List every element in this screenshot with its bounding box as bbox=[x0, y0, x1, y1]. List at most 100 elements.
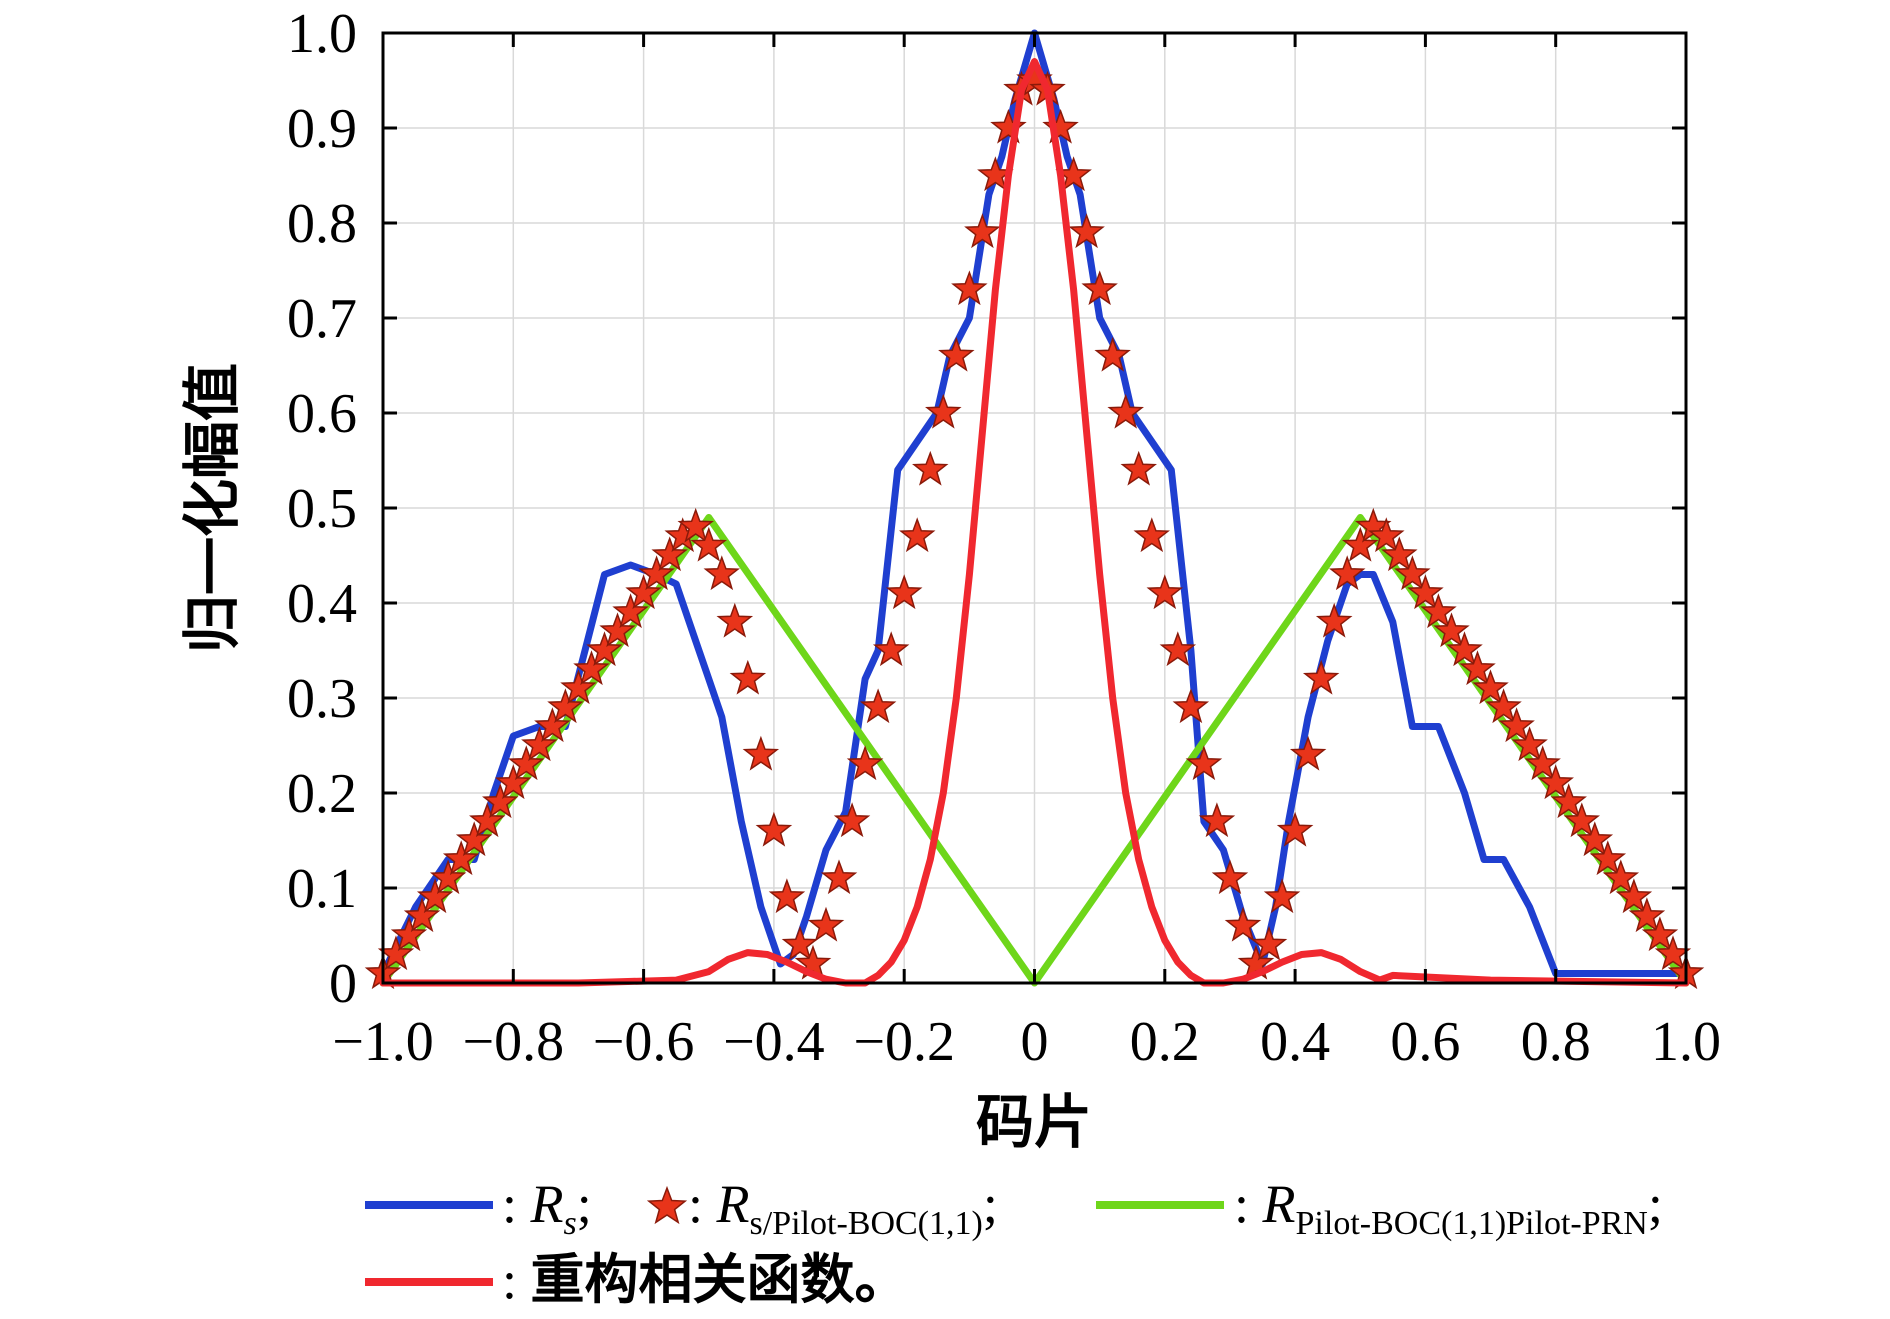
star-marker bbox=[1628, 897, 1666, 933]
star-marker bbox=[1250, 925, 1288, 961]
star-marker bbox=[912, 450, 949, 486]
legend-rs-pilot-sub: s/Pilot-BOC(1,1) bbox=[750, 1205, 983, 1242]
legend-label-reconstructed: : 重构相关函数。 bbox=[502, 1248, 909, 1311]
star-marker bbox=[1394, 555, 1431, 591]
star-marker bbox=[951, 270, 988, 306]
x-tick-label: 0.8 bbox=[1521, 1011, 1591, 1073]
star-marker bbox=[1120, 450, 1157, 486]
legend-swatch-star bbox=[646, 1185, 688, 1225]
star-marker bbox=[742, 735, 780, 771]
star-marker bbox=[495, 764, 532, 800]
legend-label-rs: : Rs; bbox=[502, 1174, 592, 1242]
star-marker bbox=[872, 631, 910, 667]
star-marker bbox=[859, 688, 897, 724]
star-marker bbox=[990, 108, 1027, 144]
star-marker bbox=[429, 859, 467, 895]
y-tick-label: 0.9 bbox=[287, 98, 357, 160]
star-marker bbox=[625, 574, 662, 610]
star-marker bbox=[755, 811, 793, 847]
star-marker bbox=[1615, 878, 1653, 914]
legend-rs-sub: s bbox=[564, 1205, 577, 1242]
star-marker bbox=[729, 659, 767, 695]
x-tick-label: 0.6 bbox=[1390, 1011, 1460, 1073]
star-marker bbox=[1498, 707, 1535, 743]
star-marker bbox=[1459, 650, 1496, 686]
star-marker bbox=[1589, 840, 1627, 876]
star-marker bbox=[807, 906, 845, 942]
star-marker bbox=[1329, 555, 1366, 591]
star-marker bbox=[964, 213, 1001, 249]
star-marker bbox=[1185, 745, 1223, 781]
star-marker bbox=[455, 821, 493, 857]
star-marker bbox=[1211, 859, 1249, 895]
star-marker bbox=[1302, 659, 1340, 695]
y-tick-label: 0.6 bbox=[287, 383, 357, 445]
star-marker bbox=[1511, 726, 1548, 762]
legend-prn-sub: Pilot-BOC(1,1)Pilot-PRN bbox=[1296, 1205, 1648, 1242]
star-marker bbox=[1368, 517, 1405, 553]
star-marker bbox=[1276, 811, 1314, 847]
star-marker bbox=[1146, 574, 1184, 610]
y-tick-label: 0.7 bbox=[287, 288, 357, 350]
star-marker bbox=[690, 526, 727, 562]
star-marker bbox=[442, 840, 480, 876]
y-tick-label: 0.2 bbox=[287, 763, 357, 825]
star-marker bbox=[416, 878, 454, 914]
x-tick-labels: −1.0 −0.8 −0.6 −0.4 −0.2 0 0.2 0.4 0.6 0.8 1.0 bbox=[332, 1011, 1721, 1073]
star-marker bbox=[390, 916, 428, 952]
star-marker bbox=[482, 783, 519, 819]
x-tick-label: 1.0 bbox=[1651, 1011, 1721, 1073]
star-marker bbox=[1172, 688, 1210, 724]
star-marker bbox=[573, 650, 610, 686]
x-tick-label: 0.2 bbox=[1130, 1011, 1200, 1073]
star-marker bbox=[1342, 526, 1379, 562]
y-tick-label: 0 bbox=[329, 953, 357, 1015]
legend-star-marker bbox=[646, 1185, 688, 1225]
legend-rs-main: R bbox=[530, 1174, 564, 1234]
star-marker bbox=[599, 612, 636, 648]
star-marker bbox=[833, 802, 871, 838]
y-tick-labels: 0 0.1 0.2 0.3 0.4 0.5 0.6 0.7 0.8 0.9 1.0 bbox=[287, 3, 357, 1015]
y-tick-label: 1.0 bbox=[287, 3, 357, 65]
star-marker bbox=[716, 602, 754, 638]
legend-rs-pilot-main: R bbox=[716, 1174, 750, 1234]
star-marker bbox=[1315, 602, 1353, 638]
y-tick-label: 0.5 bbox=[287, 478, 357, 540]
star-marker bbox=[885, 574, 923, 610]
star-marker bbox=[938, 336, 975, 372]
x-axis-title: 码片 bbox=[976, 1088, 1092, 1156]
star-marker bbox=[1641, 916, 1679, 952]
star-marker bbox=[677, 507, 714, 543]
star-marker bbox=[1602, 859, 1640, 895]
legend-rs-pilot-suffix: ; bbox=[983, 1174, 998, 1234]
star-marker bbox=[508, 745, 545, 781]
x-tick-label: 0 bbox=[1021, 1011, 1049, 1073]
star-marker bbox=[820, 859, 858, 895]
star-marker bbox=[1576, 821, 1614, 857]
star-marker bbox=[1550, 783, 1587, 819]
star-marker bbox=[1407, 574, 1444, 610]
x-tick-label: −0.6 bbox=[593, 1011, 695, 1073]
star-marker bbox=[1472, 669, 1509, 705]
star-marker bbox=[1446, 631, 1483, 667]
x-tick-label: −0.4 bbox=[723, 1011, 825, 1073]
legend: : Rs; : Rs/Pilot-BOC(1,1); : RPilot-BOC(… bbox=[365, 1174, 1663, 1311]
star-marker bbox=[925, 393, 962, 429]
star-marker bbox=[846, 745, 884, 781]
star-marker bbox=[521, 726, 558, 762]
star-marker bbox=[899, 517, 936, 553]
series-markers-rs_pilot bbox=[364, 61, 1705, 990]
star-marker bbox=[1524, 745, 1561, 781]
star-marker bbox=[703, 555, 740, 591]
star-marker bbox=[768, 878, 806, 914]
y-axis-title: 归一化幅值 bbox=[178, 363, 246, 653]
x-tick-label: 0.4 bbox=[1260, 1011, 1330, 1073]
star-marker bbox=[403, 897, 441, 933]
y-tick-label: 0.3 bbox=[287, 668, 357, 730]
star-marker bbox=[1433, 612, 1470, 648]
star-marker bbox=[1159, 631, 1197, 667]
legend-prn-suffix: ; bbox=[1648, 1174, 1663, 1234]
star-marker bbox=[560, 669, 597, 705]
star-marker bbox=[469, 802, 506, 838]
